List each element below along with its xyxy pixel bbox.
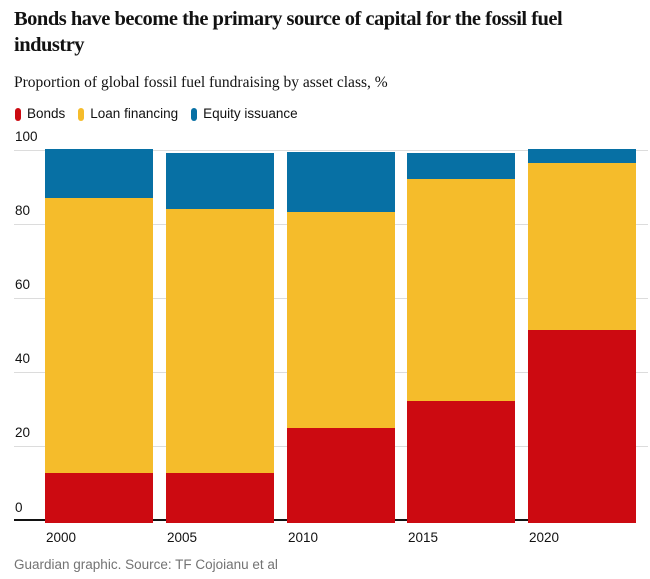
x-axis-tick-label: 2010: [288, 530, 319, 545]
legend-swatch-equity-issuance: [191, 107, 198, 121]
bar-segment-bonds: [407, 401, 515, 523]
legend-item: Bonds: [15, 105, 65, 123]
bar-segment-equity-issuance: [407, 153, 515, 179]
legend-label: Loan financing: [90, 106, 179, 121]
bar-segment-bonds: [528, 330, 636, 523]
bar-segment-equity-issuance: [287, 152, 395, 212]
x-axis-tick-label: 2000: [46, 530, 77, 545]
chart-title: Bonds have become the primary source of …: [14, 8, 563, 56]
bar-segment-equity-issuance: [166, 153, 274, 209]
legend: Bonds Loan financing Equity issuance: [15, 105, 298, 123]
x-axis-tick-label: 2005: [167, 530, 198, 545]
source-caption: Guardian graphic. Source: TF Cojoianu et…: [14, 557, 278, 572]
y-axis-tick-label: 40: [15, 351, 31, 366]
y-axis-tick-label: 60: [15, 277, 31, 292]
chart-subtitle: Proportion of global fossil fuel fundrai…: [14, 74, 388, 91]
y-axis-tick-label: 80: [15, 203, 31, 218]
legend-swatch-loan-financing: [78, 107, 85, 121]
bar-segment-bonds: [45, 473, 153, 523]
legend-item: Loan financing: [78, 105, 178, 123]
bar-segment-loan-financing: [287, 212, 395, 428]
bar-segment-equity-issuance: [528, 149, 636, 163]
y-axis-tick-label: 100: [15, 129, 38, 144]
legend-label: Equity issuance: [203, 106, 298, 121]
bar-segment-bonds: [166, 473, 274, 523]
legend-label: Bonds: [27, 106, 66, 121]
legend-swatch-bonds: [15, 107, 21, 121]
bar-segment-loan-financing: [407, 179, 515, 401]
bar-segment-equity-issuance: [45, 149, 153, 198]
bar-segment-loan-financing: [528, 163, 636, 330]
gridline: [14, 150, 648, 151]
bar-segment-loan-financing: [166, 209, 274, 473]
x-axis-tick-label: 2020: [529, 530, 560, 545]
y-axis-tick-label: 0: [15, 500, 23, 515]
x-axis-tick-label: 2015: [408, 530, 439, 545]
y-axis-tick-label: 20: [15, 425, 31, 440]
legend-item: Equity issuance: [191, 105, 298, 123]
bar-segment-loan-financing: [45, 198, 153, 473]
bar-segment-bonds: [287, 428, 395, 523]
